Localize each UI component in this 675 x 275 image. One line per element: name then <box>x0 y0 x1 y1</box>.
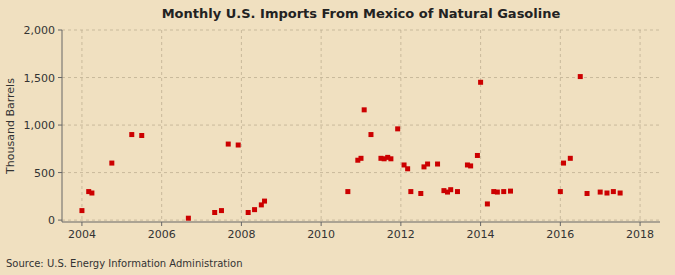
point <box>359 156 364 161</box>
point <box>425 162 430 167</box>
tick-label: 2016 <box>546 228 574 241</box>
point <box>226 142 231 147</box>
tick <box>400 222 401 226</box>
grid <box>62 30 660 222</box>
point <box>79 208 84 213</box>
point <box>508 189 513 194</box>
tick <box>58 30 62 31</box>
tick-label: 1,000 <box>24 119 56 132</box>
point <box>139 133 144 138</box>
tick <box>58 77 62 78</box>
point <box>368 132 373 137</box>
tick <box>58 172 62 173</box>
point <box>475 153 480 158</box>
point <box>252 207 257 212</box>
tick-label: 2006 <box>148 228 176 241</box>
point <box>395 126 400 131</box>
tick-label: 2008 <box>227 228 255 241</box>
point <box>129 132 134 137</box>
background <box>0 0 675 275</box>
point <box>618 191 623 196</box>
tick <box>58 220 62 221</box>
tick-label: 2010 <box>307 228 335 241</box>
tick-label: 500 <box>34 167 55 180</box>
point <box>448 187 453 192</box>
tick <box>58 125 62 126</box>
point <box>405 166 410 171</box>
tick-label: 2014 <box>467 228 495 241</box>
grid-line <box>241 30 242 222</box>
point <box>561 161 566 166</box>
point <box>485 201 490 206</box>
tick-label: 1,500 <box>24 72 56 85</box>
point <box>408 189 413 194</box>
grid-line <box>62 220 660 221</box>
point <box>109 161 114 166</box>
tick <box>560 222 561 226</box>
y-axis-line <box>62 30 63 222</box>
annotation: Source: U.S. Energy Information Administ… <box>6 258 243 269</box>
axes: 2004 2006 2008 2010 2012 2014 2016 2018 0 500 1,00… <box>24 24 661 241</box>
grid-line <box>62 30 660 31</box>
grid-line <box>81 30 82 222</box>
tick-label: 0 <box>48 214 55 227</box>
grid-line <box>62 77 660 78</box>
point <box>219 208 224 213</box>
tick <box>161 222 162 226</box>
title: Monthly U.S. Imports From Mexico of Natu… <box>162 6 561 21</box>
point <box>468 163 473 168</box>
point <box>418 191 423 196</box>
tick-label: 2018 <box>626 228 654 241</box>
point <box>501 189 506 194</box>
tick-label: 2004 <box>68 228 96 241</box>
grid-line <box>62 172 660 173</box>
tick <box>241 222 242 226</box>
grid-line <box>400 30 401 222</box>
point <box>262 199 267 204</box>
tick <box>81 222 82 226</box>
point <box>478 80 483 85</box>
point <box>585 191 590 196</box>
point <box>186 216 191 221</box>
axis-label: Thousand Barrels <box>4 78 17 175</box>
points <box>79 74 622 221</box>
grid-line <box>161 30 162 222</box>
point <box>89 191 94 196</box>
tick-label: 2012 <box>387 228 415 241</box>
point <box>246 210 251 215</box>
tick <box>640 222 641 226</box>
point <box>388 156 393 161</box>
x-axis-line <box>62 222 660 223</box>
point <box>578 74 583 79</box>
point <box>568 156 573 161</box>
grid-line <box>480 30 481 222</box>
grid-line <box>62 125 660 126</box>
grid-line <box>321 30 322 222</box>
tick <box>480 222 481 226</box>
tick <box>321 222 322 226</box>
point <box>236 143 241 148</box>
point <box>611 189 616 194</box>
point <box>495 190 500 195</box>
chart: Monthly U.S. Imports From Mexico of Natu… <box>0 0 675 275</box>
point <box>604 191 609 196</box>
grid-line <box>640 30 641 222</box>
point <box>362 107 367 112</box>
point <box>345 189 350 194</box>
point <box>435 162 440 167</box>
tick-label: 2,000 <box>24 24 56 37</box>
point <box>212 210 217 215</box>
point <box>598 190 603 195</box>
point <box>558 189 563 194</box>
point <box>455 189 460 194</box>
